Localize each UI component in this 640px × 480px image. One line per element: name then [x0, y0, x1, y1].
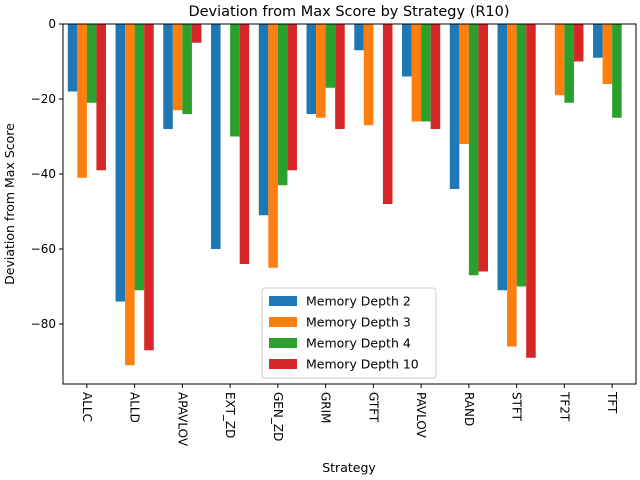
bars-layer [67, 24, 622, 366]
x-tick-label-tft: TFT [605, 391, 619, 414]
chart-title: Deviation from Max Score by Strategy (R1… [188, 4, 509, 20]
bar-pavlov-series-3 [421, 24, 431, 122]
legend-label-1: Memory Depth 2 [306, 294, 411, 309]
x-axis-label: Strategy [322, 460, 376, 475]
bar-tf2t-series-2 [554, 24, 565, 96]
bar-apavlov-series-2 [172, 24, 183, 111]
bar-tf2t-series-3 [564, 24, 574, 103]
bar-ext-zd-series-1 [211, 24, 221, 249]
bar-gen-zd-series-1 [258, 24, 269, 216]
y-tick-label: −80 [31, 317, 56, 331]
bar-grim-series-1 [306, 24, 317, 114]
bar-gen-zd-series-3 [277, 24, 288, 186]
bar-rand-series-2 [459, 24, 469, 144]
x-tick-label-ext-zd: EXT_ZD [223, 392, 237, 438]
bar-apavlov-series-4 [191, 24, 202, 43]
legend-swatch-4 [269, 359, 297, 369]
bar-stft-series-1 [497, 24, 508, 291]
bar-apavlov-series-3 [182, 24, 192, 114]
bar-ext-zd-series-3 [230, 24, 240, 137]
x-tick-label-apavlov: APAVLOV [175, 392, 189, 447]
bar-gtft-series-1 [354, 24, 364, 51]
bar-allc-series-2 [77, 24, 87, 178]
x-tick-label-allc: ALLC [80, 392, 94, 422]
bar-tft-series-3 [612, 24, 622, 118]
bar-grim-series-4 [335, 24, 345, 129]
bar-gen-zd-series-2 [268, 24, 278, 268]
x-tick-label-pavlov: PAVLOV [414, 392, 428, 439]
bar-tft-series-2 [602, 24, 613, 84]
x-tick-label-alld: ALLD [128, 392, 142, 423]
bar-gtft-series-4 [382, 24, 393, 204]
bar-gen-zd-series-4 [287, 24, 297, 171]
legend-swatch-3 [269, 338, 297, 348]
bar-alld-series-2 [125, 24, 135, 366]
bar-stft-series-3 [516, 24, 527, 287]
y-tick-label: −60 [31, 242, 56, 256]
x-tick-label-stft: STFT [510, 392, 524, 422]
axes-layer: 0 −20 −40 −60 −80 ALLC ALLD APAVLOV EXT_ZD GEN_ZD… [31, 17, 619, 447]
bar-allc-series-3 [86, 24, 97, 103]
x-tick-label-rand: RAND [462, 392, 476, 426]
bar-rand-series-1 [449, 24, 460, 189]
bar-apavlov-series-1 [163, 24, 173, 129]
legend-label-3: Memory Depth 4 [306, 336, 411, 351]
bar-stft-series-2 [507, 24, 517, 347]
bar-rand-series-4 [478, 24, 488, 272]
y-tick-label: −20 [31, 92, 56, 106]
legend-label-2: Memory Depth 3 [306, 315, 411, 330]
y-tick-label: 0 [48, 17, 56, 31]
bar-grim-series-2 [316, 24, 326, 118]
bar-allc-series-4 [96, 24, 106, 171]
legend-swatch-2 [269, 317, 297, 327]
bar-rand-series-3 [468, 24, 479, 276]
bar-pavlov-series-4 [430, 24, 441, 129]
x-tick-label-tf2t: TF2T [557, 391, 571, 422]
x-tick-label-gtft: GTFT [366, 392, 380, 423]
legend: Memory Depth 2 Memory Depth 3 Memory Depth… [261, 287, 437, 379]
legend-swatch-1 [269, 296, 297, 306]
bar-gtft-series-2 [363, 24, 374, 126]
bar-grim-series-3 [325, 24, 336, 88]
bar-allc-series-1 [67, 24, 78, 92]
bar-pavlov-series-2 [411, 24, 422, 122]
bar-alld-series-4 [144, 24, 154, 351]
x-tick-label-grim: GRIM [319, 392, 333, 424]
y-tick-label: −40 [31, 167, 56, 181]
x-tick-label-gen-zd: GEN_ZD [271, 392, 285, 441]
plot-area-frame [62, 23, 637, 385]
bar-ext-zd-series-4 [239, 24, 250, 264]
y-axis-label: Deviation from Max Score [2, 123, 17, 285]
legend-box [261, 287, 437, 379]
bar-tf2t-series-4 [573, 24, 584, 62]
bar-tft-series-1 [593, 24, 603, 58]
bar-alld-series-1 [115, 24, 126, 302]
bar-pavlov-series-1 [402, 24, 412, 77]
bar-stft-series-4 [526, 24, 536, 358]
legend-label-4: Memory Depth 10 [306, 357, 419, 372]
bar-alld-series-3 [134, 24, 145, 291]
